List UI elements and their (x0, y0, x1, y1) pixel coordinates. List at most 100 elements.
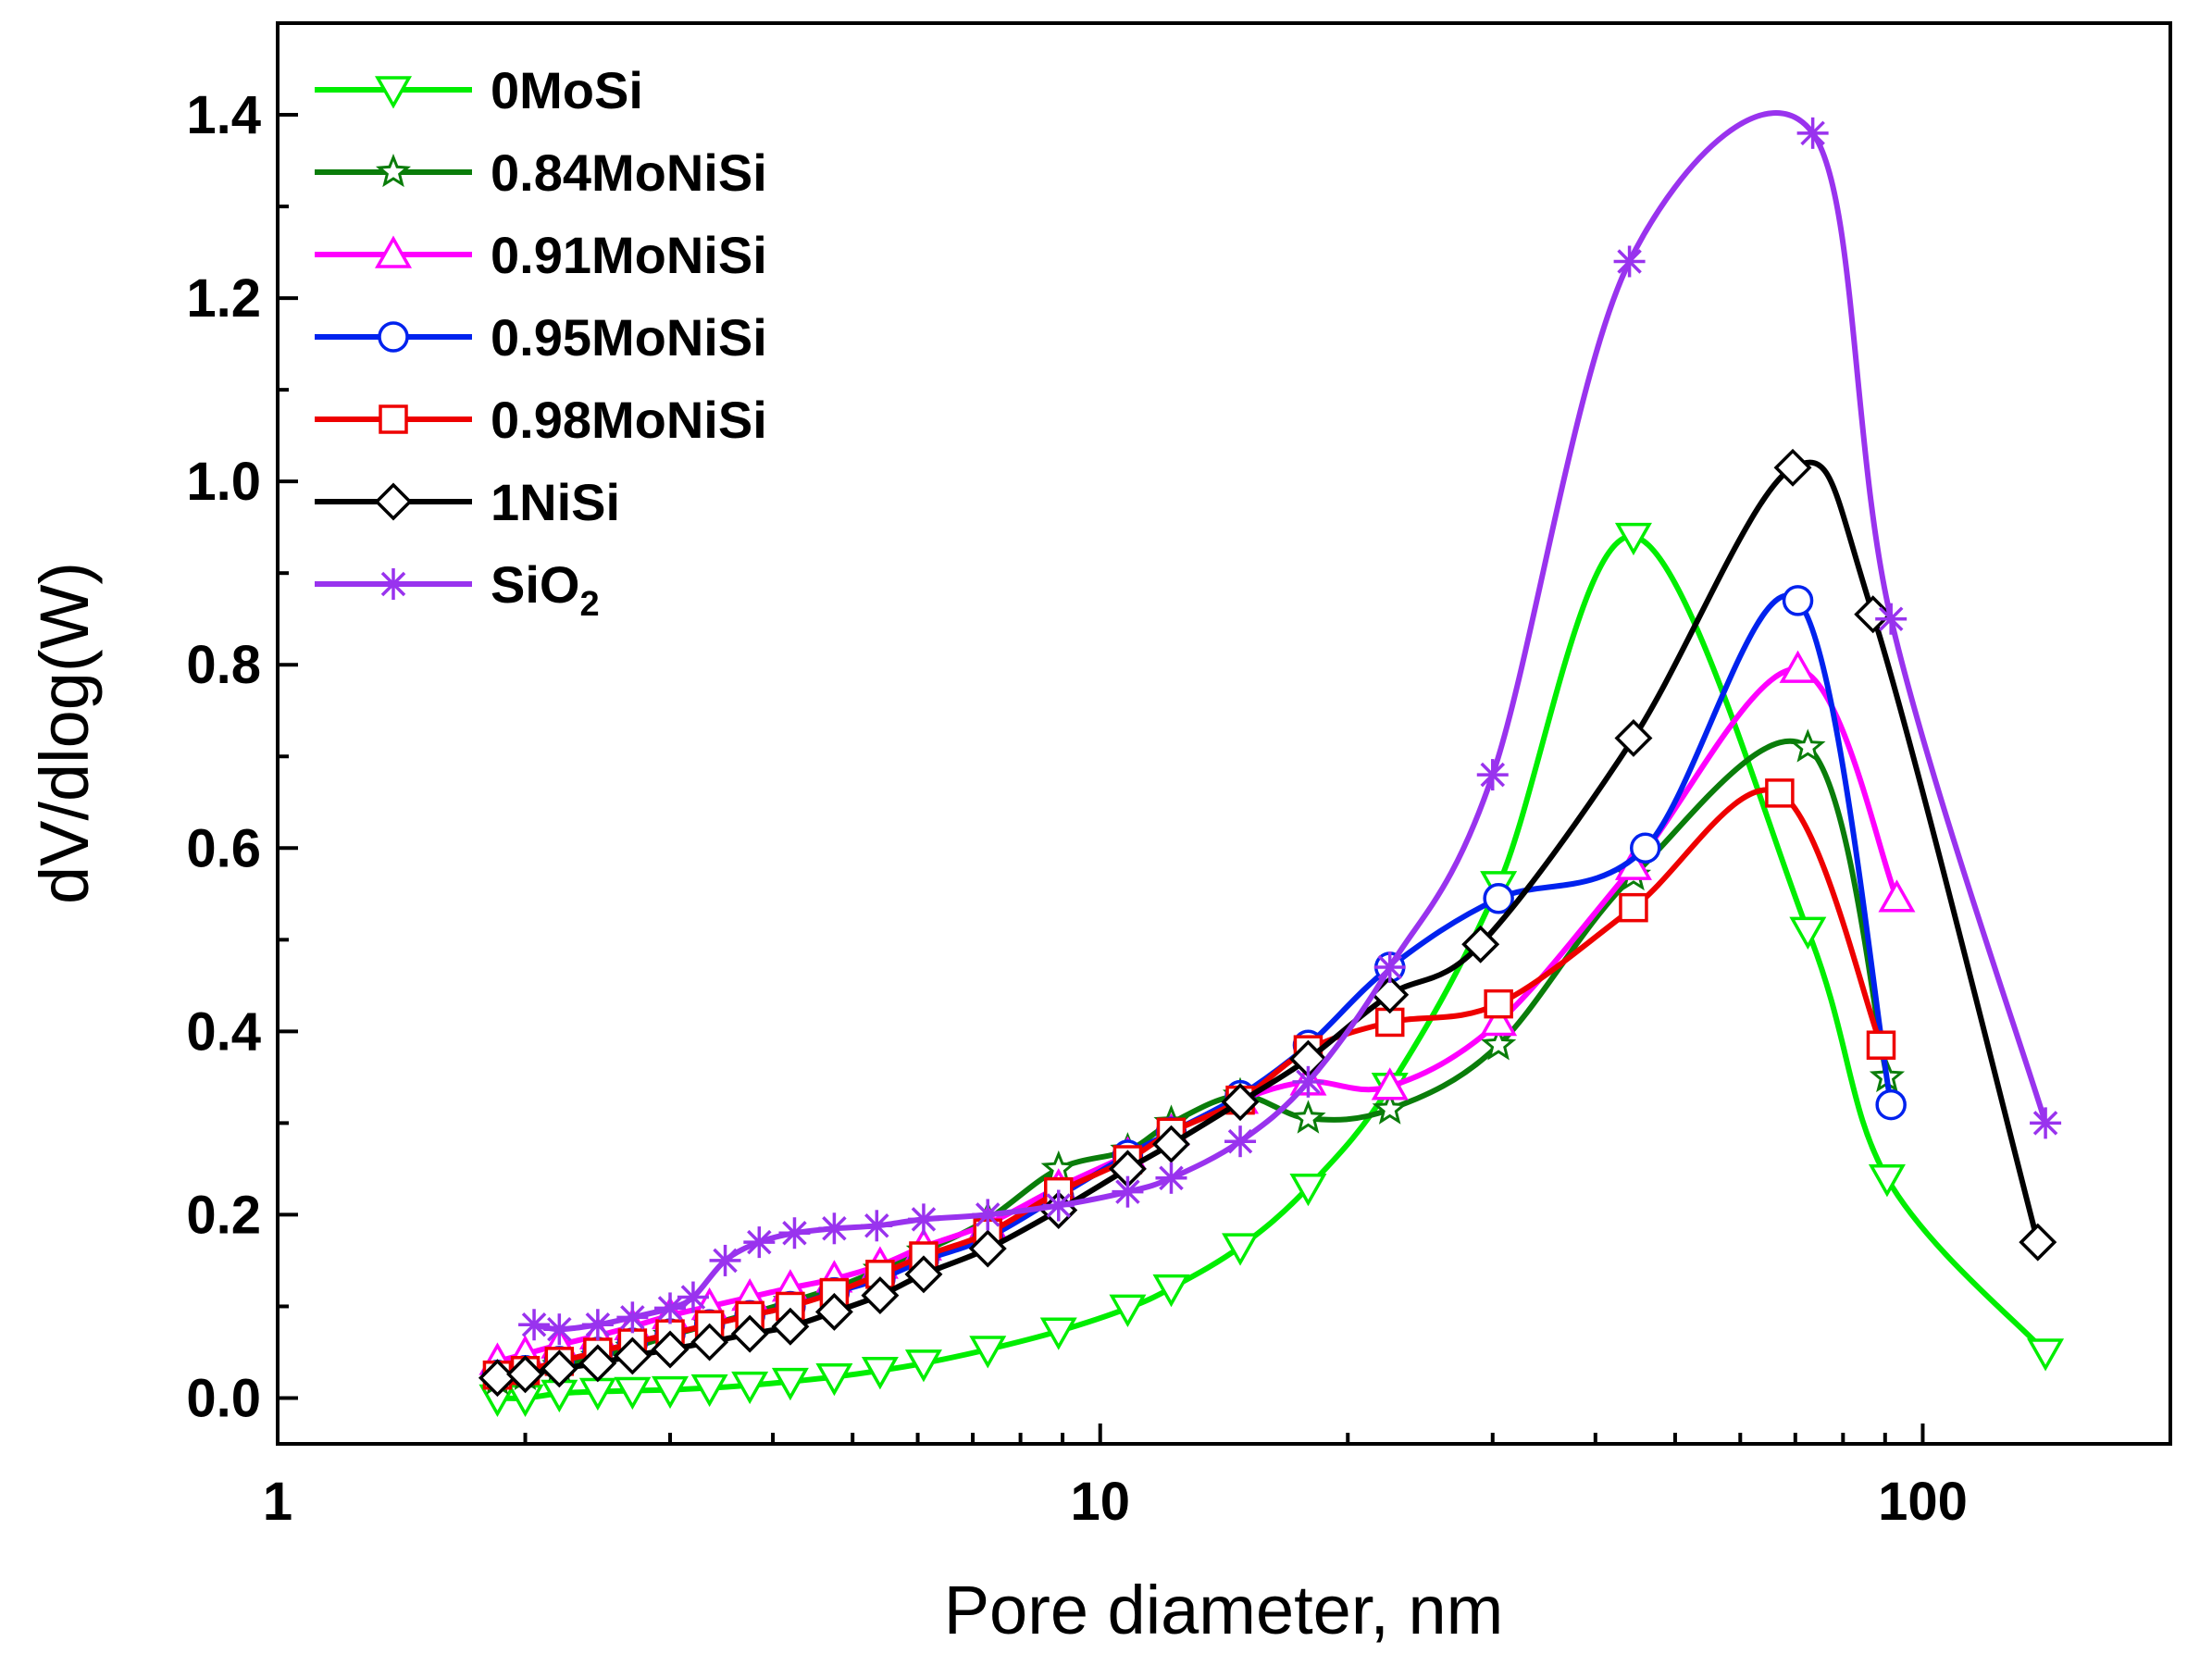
data-point-0-84monisi (1290, 1100, 1326, 1134)
legend-label: 0.91MoNiSi (491, 226, 767, 284)
marker-stroke (680, 1285, 706, 1310)
data-point-sio2 (543, 1313, 576, 1346)
marker-stroke (547, 1316, 572, 1342)
data-point-0-84monisi (1372, 1090, 1408, 1125)
legend-item-0-98monisi: 0.98MoNiSi (315, 391, 767, 449)
legend-label: 0MoSi (491, 61, 643, 119)
legend-marker (378, 321, 409, 353)
x-tick-label: 10 (1070, 1472, 1130, 1532)
series-0-95monisi (481, 585, 1907, 1391)
data-point-0mosi (771, 1367, 809, 1401)
data-point-0-84monisi (1481, 1026, 1517, 1061)
marker-stroke (747, 1229, 772, 1255)
series-0mosi (478, 522, 2065, 1418)
data-point-0mosi (1614, 522, 1652, 556)
y-tick-label: 0.8 (186, 635, 261, 695)
x-tick-label: 100 (1878, 1472, 1968, 1532)
data-point-0-91monisi (1779, 650, 1817, 683)
legend-item-0-91monisi: 0.91MoNiSi (315, 226, 767, 284)
data-point-sio2 (1224, 1125, 1257, 1158)
data-point-1nisi (1614, 718, 1653, 757)
data-point-1nisi (540, 1349, 578, 1388)
y-tick-label: 0.6 (186, 818, 261, 878)
data-point-1nisi (771, 1307, 810, 1346)
data-point-0mosi (969, 1336, 1007, 1369)
marker-stroke (713, 1248, 738, 1274)
data-point-0mosi (652, 1375, 690, 1410)
data-point-0-95monisi (1875, 1088, 1907, 1121)
marker-stroke (911, 1207, 937, 1232)
data-point-sio2 (1796, 117, 1829, 149)
y-tick-label: 1.0 (186, 452, 261, 512)
data-point-sio2 (1042, 1189, 1075, 1222)
marker-stroke (2032, 1111, 2058, 1136)
data-point-sio2 (654, 1292, 687, 1324)
marker-stroke (1480, 762, 1506, 788)
x-tick-label: 1 (263, 1472, 292, 1532)
marker-stroke (380, 571, 406, 597)
data-point-0-95monisi (1483, 883, 1514, 914)
data-point-sio2 (1875, 603, 1908, 635)
legend-item-0mosi: 0MoSi (315, 61, 643, 119)
legend-item-sio2: SiO2 (315, 555, 600, 624)
data-point-sio2 (1476, 759, 1509, 791)
data-point-0mosi (1109, 1294, 1147, 1327)
data-point-0-91monisi (1878, 879, 1916, 913)
data-point-0mosi (614, 1376, 652, 1411)
data-point-sio2 (743, 1226, 776, 1259)
data-point-1nisi (904, 1255, 943, 1294)
legend-marker (374, 482, 413, 521)
data-point-1nisi (690, 1323, 729, 1361)
y-tick-label: 0.2 (186, 1185, 261, 1245)
data-point-1nisi (1152, 1125, 1190, 1163)
data-point-0-95monisi (1629, 832, 1661, 864)
marker-stroke (1046, 1193, 1072, 1218)
legend-label: 1NiSi (491, 473, 620, 531)
data-point-0mosi (1868, 1164, 1906, 1198)
data-point-0-95monisi (1782, 585, 1814, 616)
legend-label: SiO2 (491, 555, 600, 624)
data-point-sio2 (972, 1199, 1004, 1231)
data-point-0-84monisi (1790, 728, 1826, 763)
data-point-sio2 (1112, 1175, 1144, 1208)
marker-stroke (864, 1213, 889, 1238)
legend-item-0-84monisi: 0.84MoNiSi (315, 143, 767, 202)
series-line-sio2 (533, 110, 2048, 1333)
data-point-0-91monisi (1480, 1002, 1518, 1037)
data-point-sio2 (1373, 951, 1406, 984)
data-point-sio2 (861, 1210, 893, 1242)
axes: 0.0 0.2 0.4 0.6 0.8 1.0 1.2 1.4 1 10 100 (186, 85, 1967, 1532)
data-point-1nisi (1221, 1083, 1260, 1122)
marker-stroke (620, 1305, 645, 1330)
legend-marker (374, 235, 413, 268)
data-point-sio2 (1613, 245, 1646, 278)
legend-marker (374, 76, 413, 109)
marker-stroke (521, 1312, 547, 1337)
data-point-0mosi (1789, 916, 1827, 950)
data-point-sio2 (677, 1281, 709, 1313)
data-point-sio2 (1155, 1162, 1187, 1194)
y-axis-title: dV/dlog(W) (26, 562, 103, 904)
marker-stroke (1878, 606, 1904, 631)
marker-stroke (1296, 1069, 1321, 1095)
data-point-sio2 (709, 1244, 741, 1276)
data-point-sio2 (818, 1212, 851, 1245)
series-sio2 (518, 110, 2062, 1346)
marker-stroke (1227, 1128, 1253, 1154)
marker-stroke (1377, 954, 1402, 980)
y-tick-label: 1.4 (186, 85, 261, 145)
data-point-0mosi (904, 1349, 942, 1383)
legend-item-1nisi: 1NiSi (315, 473, 620, 531)
data-point-0mosi (1289, 1173, 1327, 1207)
series-layer (478, 110, 2065, 1418)
y-tick-label: 0.0 (186, 1368, 261, 1428)
marker-stroke (976, 1202, 1000, 1227)
data-point-0mosi (1039, 1317, 1077, 1350)
legend-marker (379, 404, 408, 434)
data-point-sio2 (907, 1203, 939, 1236)
legend-label: 0.98MoNiSi (491, 391, 767, 449)
marker-stroke (1115, 1179, 1140, 1204)
data-point-sio2 (1292, 1065, 1324, 1098)
x-axis-title: Pore diameter, nm (944, 1572, 1504, 1648)
data-point-1nisi (861, 1276, 900, 1315)
